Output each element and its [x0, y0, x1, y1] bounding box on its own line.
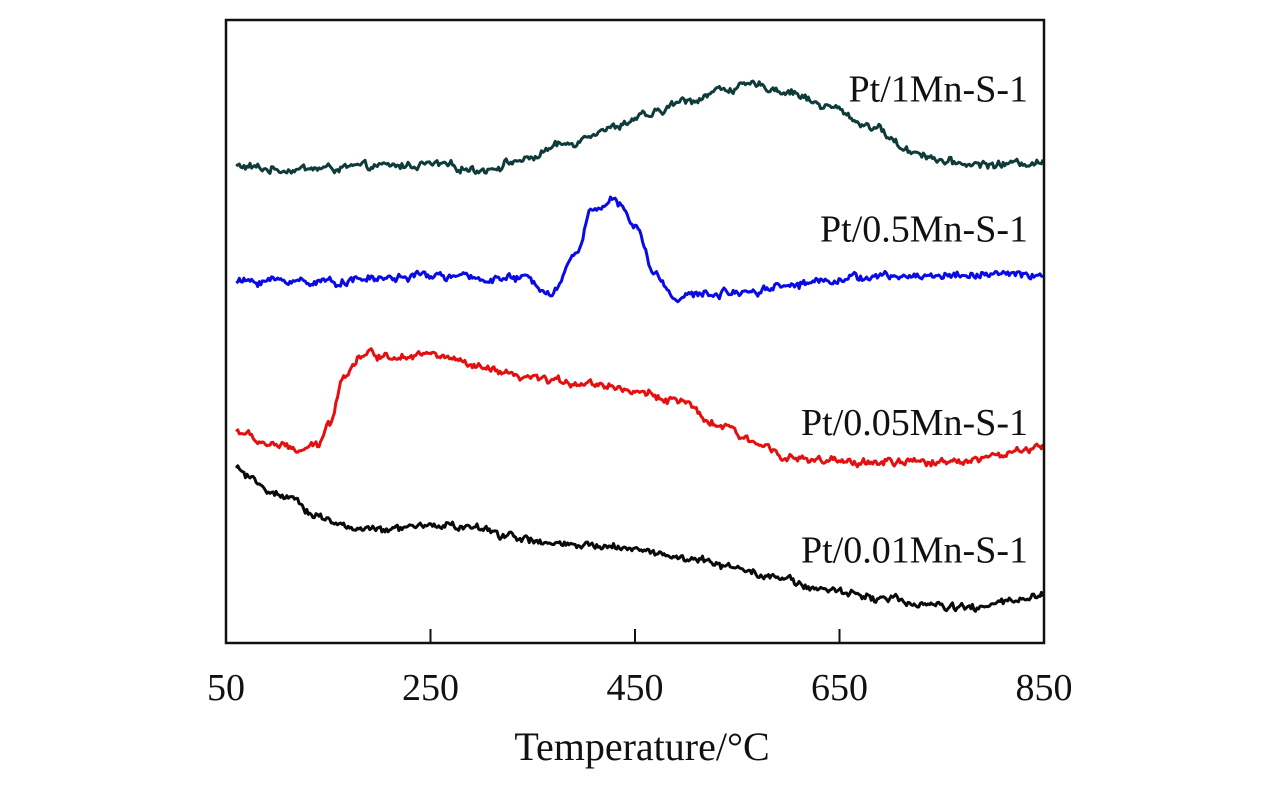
tick-layer: 50 250 450 650 850: [207, 629, 1073, 709]
x-tick-label: 50: [207, 667, 245, 709]
series-line-4: [234, 464, 1045, 613]
series-label-4: Pt/0.01Mn-S-1: [801, 530, 1028, 572]
x-axis-label: Temperature/°C: [514, 724, 769, 769]
series-label-1: Pt/1Mn-S-1: [849, 69, 1028, 111]
series-line-1: [235, 79, 1045, 175]
series-label-3: Pt/0.05Mn-S-1: [801, 402, 1028, 444]
x-tick-label: 650: [811, 667, 868, 709]
series-line-3: [235, 347, 1045, 469]
x-tick-label: 850: [1016, 667, 1073, 709]
x-tick-label: 450: [607, 667, 664, 709]
series-line-2: [235, 195, 1044, 304]
x-tick-label: 250: [402, 667, 459, 709]
label-layer: Pt/1Mn-S-1 Pt/0.5Mn-S-1 Pt/0.05Mn-S-1 Pt/0.…: [801, 69, 1028, 572]
series-layer: [234, 79, 1045, 613]
series-label-2: Pt/0.5Mn-S-1: [820, 209, 1028, 251]
